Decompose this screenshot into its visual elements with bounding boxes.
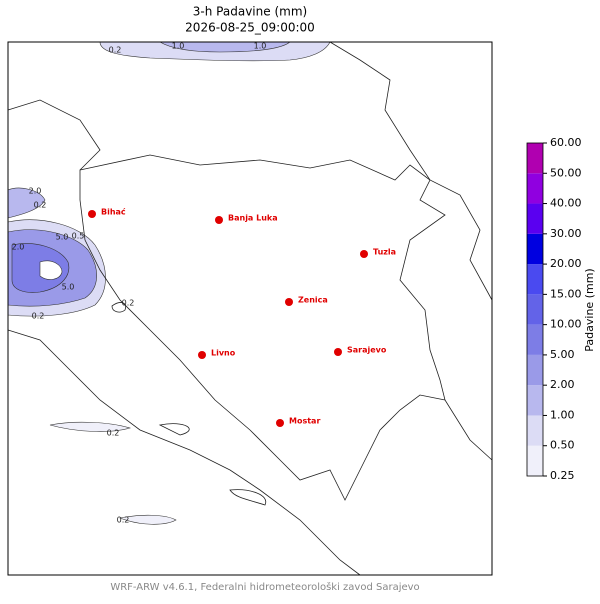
colorbar-tick-label: 20.00: [550, 257, 582, 270]
colorbar-tick-label: 50.00: [550, 166, 582, 179]
city-label: Mostar: [289, 417, 320, 426]
island: [229, 489, 267, 506]
colorbar-label: Padavine (mm): [583, 268, 596, 351]
title-line: 2026-08-25_09:00:00: [185, 21, 315, 35]
city-label: Livno: [211, 349, 236, 358]
contour-label: 0.2: [122, 299, 135, 308]
city-label: Tuzla: [373, 248, 396, 257]
colorbar-band: [527, 385, 543, 416]
colorbar-tick-label: 30.00: [550, 227, 582, 240]
colorbar-band: [527, 445, 543, 476]
colorbar-band: [527, 264, 543, 295]
contour-label: 1.0: [172, 42, 185, 51]
colorbar-band: [527, 143, 543, 174]
city-marker: [360, 250, 368, 258]
city-marker: [285, 298, 293, 306]
colorbar-band: [527, 324, 543, 355]
contour-label: 5.0: [62, 283, 75, 292]
country-border: [7, 99, 101, 171]
colorbar-band: [527, 203, 543, 234]
colorbar-tick-label: 60.00: [550, 136, 582, 149]
city-marker: [198, 351, 206, 359]
contour-label: 2.0: [12, 243, 25, 252]
colorbar-tick-label: 0.25: [550, 469, 575, 482]
colorbar-band: [527, 354, 543, 386]
colorbar-band: [527, 415, 543, 446]
colorbar-band: [527, 233, 543, 265]
colorbar-band: [527, 294, 543, 325]
colorbar-tick-label: 10.00: [550, 318, 582, 331]
contour-label: 0.2: [117, 516, 130, 525]
colorbar-tick-label: 1.00: [550, 408, 575, 421]
contour-label: 0.5: [72, 232, 85, 241]
contour-label: 2.0: [29, 187, 42, 196]
island: [158, 423, 190, 436]
country-border: [79, 154, 446, 501]
city-marker: [276, 419, 284, 427]
city-label: Bihać: [101, 207, 126, 217]
title-line: 3-h Padavine (mm): [193, 5, 307, 19]
city-marker: [88, 210, 96, 218]
coastline: [7, 329, 361, 576]
colorbar-frame: [526, 142, 544, 477]
footer: WRF-ARW v4.6.1, Federalni hidrometeorolo…: [110, 581, 419, 593]
colorbar-band: [527, 173, 543, 204]
map-area: [7, 41, 493, 576]
contour-label: 0.2: [107, 429, 120, 438]
city-marker: [215, 216, 223, 224]
precip-area: [118, 514, 177, 525]
contour-label: 0.2: [32, 312, 45, 321]
colorbar-tick-label: 2.00: [550, 378, 575, 391]
map-frame: [7, 41, 493, 576]
colorbar-tick-label: 40.00: [550, 197, 582, 210]
precip-area: [49, 421, 132, 432]
country-border: [444, 399, 493, 461]
contour-label: 1.0: [254, 42, 267, 51]
precip-area: [158, 41, 291, 53]
precip-area: [7, 187, 46, 219]
city-label: Sarajevo: [347, 346, 387, 355]
city-label: Zenica: [298, 296, 328, 305]
colorbar-tick-label: 15.00: [550, 287, 582, 300]
city-label: Banja Luka: [228, 214, 278, 223]
city-marker: [334, 348, 342, 356]
island: [111, 302, 127, 313]
contour-label: 5.0: [56, 233, 69, 242]
precip-area: [39, 260, 63, 280]
colorbar-tick-label: 5.00: [550, 348, 575, 361]
colorbar-tick-label: 0.50: [550, 439, 575, 452]
country-border: [329, 41, 493, 301]
contour-label: 0.2: [34, 201, 47, 210]
contour-label: 0.2: [109, 46, 122, 55]
